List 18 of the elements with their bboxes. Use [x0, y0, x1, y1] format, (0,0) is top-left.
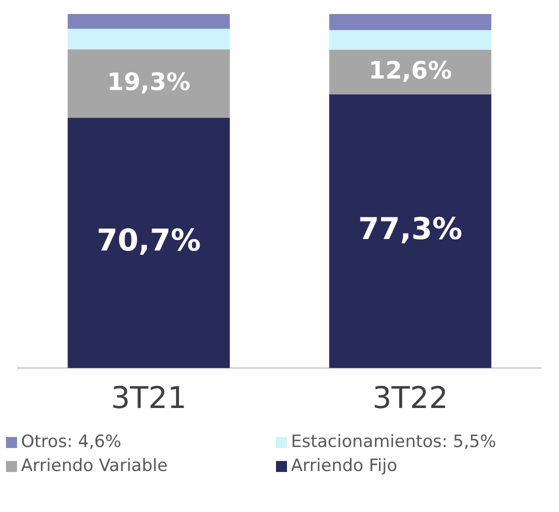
bar	[68, 28, 230, 50]
data-label: 70,7%	[96, 224, 201, 259]
legend-label: Arriendo Fijo	[290, 456, 398, 476]
data-label: 77,3%	[358, 212, 462, 247]
legend-label: Otros: 4,6%	[20, 432, 122, 452]
bar	[68, 118, 230, 368]
x-tick-label: 3T21	[110, 380, 187, 416]
bar	[329, 30, 492, 50]
legend-label: Arriendo Variable	[20, 456, 169, 476]
bar	[68, 14, 230, 29]
data-label: 12,6%	[368, 56, 452, 84]
legend-label: Estacionamientos: 5,5%	[290, 432, 498, 452]
bar	[329, 94, 492, 368]
bar	[329, 50, 492, 94]
bar	[329, 14, 492, 30]
x-tick-label: 3T22	[372, 380, 448, 416]
bar	[68, 49, 230, 118]
data-label: 19,3%	[107, 68, 190, 96]
